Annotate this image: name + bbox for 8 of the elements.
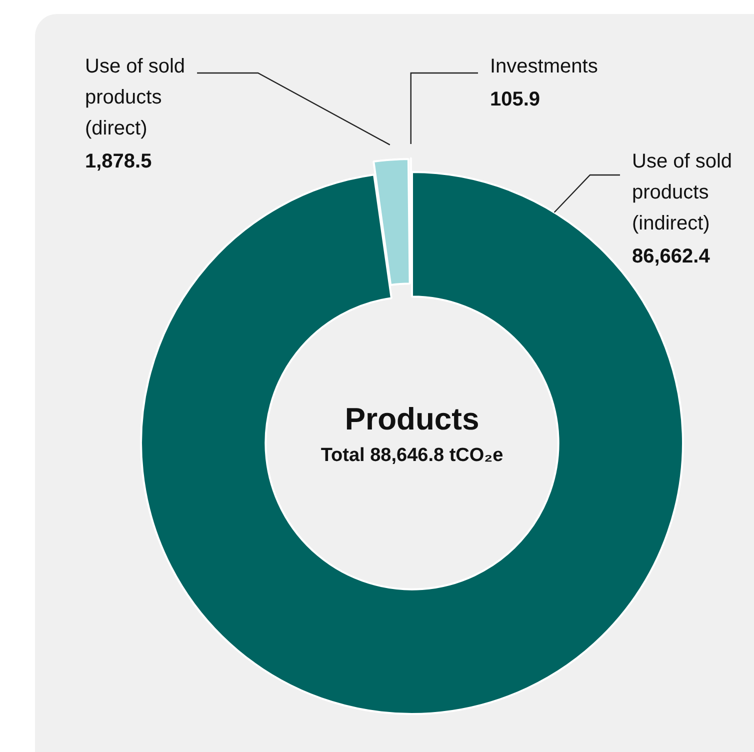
slice-label: Use of sold products (indirect): [632, 150, 732, 235]
data-label: 1,878.5: [85, 150, 152, 173]
slice-label: Investments: [490, 56, 598, 78]
data-label: 105.9: [490, 88, 540, 111]
slice-label: Use of sold products (direct): [85, 56, 186, 140]
text: Total 88,646.8 tCO₂e: [320, 445, 504, 466]
data-label: 86,662.4: [632, 246, 711, 268]
text: Products: [344, 402, 480, 437]
